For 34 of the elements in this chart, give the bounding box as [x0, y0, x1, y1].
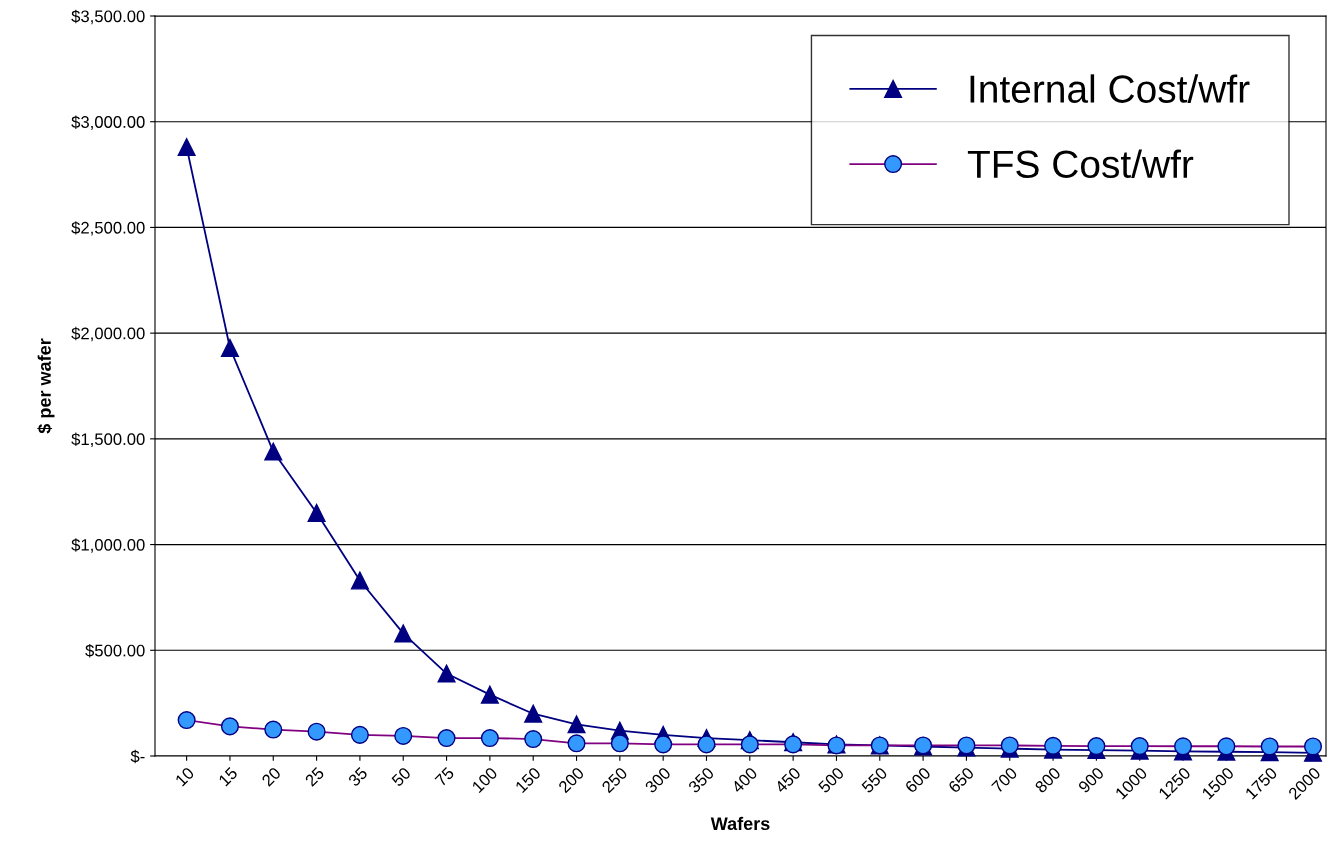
x-tick-label: 35 [347, 766, 369, 788]
x-tick-label: 20 [261, 766, 282, 787]
x-tick-label: 10 [174, 766, 195, 787]
x-tick-label: 15 [218, 766, 239, 787]
x-tick-label: 350 [687, 766, 715, 794]
legend-label: TFS Cost/wfr [967, 149, 1194, 179]
x-tick-label: 250 [601, 766, 629, 794]
x-tick-label: 900 [1077, 766, 1105, 794]
y-tick-label: $- [130, 749, 145, 764]
x-tick-label: 300 [644, 766, 672, 794]
y-tick-label: $2,500.00 [71, 221, 145, 236]
x-tick-label: 700 [991, 766, 1018, 794]
x-tick-label: 800 [1034, 766, 1062, 794]
x-tick-label: 50 [390, 766, 412, 788]
x-tick-label: 450 [774, 766, 802, 794]
y-tick-label: $1,000.00 [71, 538, 145, 553]
x-tick-label: 500 [817, 766, 845, 794]
x-tick-label: 100 [471, 766, 499, 794]
y-axis-title: $ per wafer [37, 338, 55, 434]
x-tick-label: 650 [947, 766, 975, 794]
y-tick-label: $3,500.00 [71, 9, 145, 25]
x-tick-label: 150 [514, 766, 542, 794]
y-tick-label: $3,000.00 [71, 115, 145, 130]
y-tick-label: $1,500.00 [71, 432, 145, 448]
x-axis-title: Wafers [710, 816, 770, 831]
x-tick-label: 200 [557, 766, 585, 794]
x-tick-label: 25 [304, 766, 325, 787]
x-tick-label: 600 [904, 766, 932, 794]
x-tick-label: 75 [434, 766, 455, 787]
x-tick-label: 400 [730, 766, 759, 794]
y-tick-label: $2,000.00 [71, 326, 145, 342]
x-tick-label: 550 [860, 766, 888, 794]
y-tick-label: $500.00 [85, 643, 145, 658]
legend-label: Internal Cost/wfr [970, 74, 1250, 103]
